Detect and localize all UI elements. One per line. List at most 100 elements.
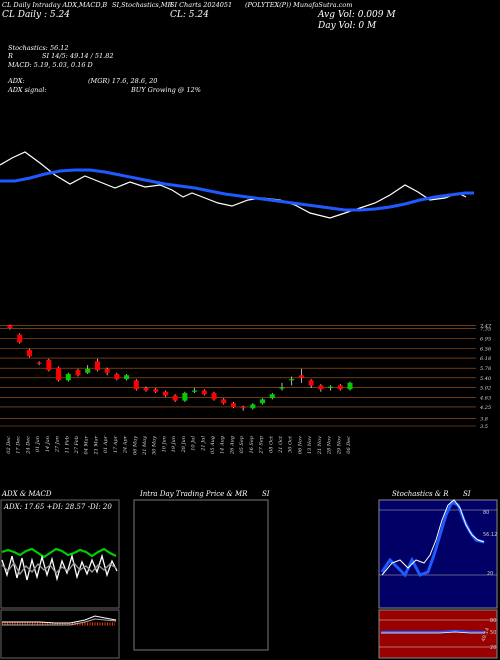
adx-panel-title: ADX & MACD xyxy=(2,490,52,498)
candle-body xyxy=(143,387,149,391)
candle-body xyxy=(94,361,100,371)
price-level-label: 6.18 xyxy=(480,356,491,362)
candle-body xyxy=(85,368,91,373)
candle-body xyxy=(298,375,304,378)
mgr-readout: (MGR) 17.6, 28.6, 20 xyxy=(88,77,158,85)
intraday-panel xyxy=(133,499,269,651)
r-label: R xyxy=(8,52,13,60)
rsi-panel xyxy=(378,609,498,659)
date-label: 30 Oct xyxy=(288,435,294,453)
price-level-label: 7.47 xyxy=(480,323,492,329)
candle-body xyxy=(17,334,23,343)
macd-panel xyxy=(0,609,120,659)
date-label: 16 Sep xyxy=(249,435,255,453)
adx-lines xyxy=(1,547,118,582)
date-label: 27 Feb xyxy=(74,436,80,454)
price-level-label: 5.78 xyxy=(480,366,491,372)
price-line-white xyxy=(0,151,467,219)
stoch-level-56: 56.12 xyxy=(483,532,497,538)
stochastics-panel xyxy=(378,499,498,609)
candle-body xyxy=(279,387,285,389)
candle-body xyxy=(56,367,62,381)
candle-body xyxy=(26,349,32,357)
candle-body xyxy=(337,385,343,390)
candle-body xyxy=(201,390,207,395)
date-label: 01 Apr xyxy=(103,435,109,453)
adx-label: ADX: xyxy=(8,77,25,85)
date-label: 21 Jul xyxy=(200,436,206,452)
candle-body xyxy=(211,393,217,400)
candle-body xyxy=(162,391,168,396)
header-line1-left: CL Daily Intraday ADX,MACD,B xyxy=(2,1,108,9)
date-label: 05 Aug xyxy=(210,436,216,454)
price-level-label: 7.35 xyxy=(480,326,491,332)
price-level-label: 5.40 xyxy=(480,376,492,382)
stoch-d-line xyxy=(381,499,485,576)
adx-values: ADX: 17.65 +DI: 28.57 -DI: 20 xyxy=(3,503,112,511)
header-line1-mid: SI,Stochastics,MR xyxy=(112,1,173,9)
rsi-line-2 xyxy=(381,631,485,634)
candlesticks xyxy=(7,324,353,411)
rsi-line xyxy=(381,629,485,634)
date-label: 08 Oct xyxy=(268,435,274,453)
date-label: 21 May xyxy=(142,436,148,456)
candle-body xyxy=(308,380,314,386)
date-label: 21 Mar xyxy=(93,435,99,455)
candle-body xyxy=(347,382,353,390)
price-grid xyxy=(0,324,476,427)
macd-signal xyxy=(2,618,117,626)
date-label: 21 Oct xyxy=(278,435,284,454)
day-vol: Day Vol: 0 M xyxy=(318,21,377,31)
candle-body xyxy=(289,379,295,381)
date-label: 10 Jul xyxy=(191,436,197,451)
date-label: 06 Nov xyxy=(297,436,303,454)
price-line-blue xyxy=(0,168,474,212)
price-level-label: 4.63 xyxy=(479,395,491,401)
candle-body xyxy=(260,399,266,404)
date-label: 13 Nov xyxy=(307,436,313,454)
candle-body xyxy=(65,374,71,381)
candle-body xyxy=(153,389,159,392)
date-label: 24 Apr xyxy=(123,435,129,454)
candle-body xyxy=(269,394,275,399)
candle-body xyxy=(182,393,188,401)
date-label: 11 Feb xyxy=(64,436,70,453)
candle-body xyxy=(250,404,256,409)
intra-panel-title: Intra Day Trading Price & MR xyxy=(140,490,248,498)
date-label: 17 Dec xyxy=(16,436,22,454)
price-level-label: 5.02 xyxy=(480,385,491,391)
date-label: 02 Dec xyxy=(6,436,12,454)
candle-body xyxy=(133,380,139,390)
stochastics-readout: Stochastics: 56.12 xyxy=(8,44,69,52)
candle-body xyxy=(36,362,42,364)
date-label: 28 Jun xyxy=(181,436,187,453)
date-label: 21 Nov xyxy=(317,436,323,455)
price-level-label: 3.8 xyxy=(480,416,488,422)
date-label: 29 Nov xyxy=(336,436,342,455)
candle-body xyxy=(240,406,246,409)
header-line1-right: (POLYTEX(P)) MunafaSutra.com xyxy=(245,1,353,9)
rsi-level-49: 49.14 xyxy=(481,627,492,643)
price-level-label: 4.25 xyxy=(479,405,491,411)
header-line1-mid2: SI Charts 2024051 xyxy=(170,1,233,9)
header-line2-mid: CL: 5.24 xyxy=(170,10,209,20)
date-label: 01 Jan xyxy=(35,436,41,452)
date-label: 27 Sep xyxy=(259,435,265,454)
candle-body xyxy=(124,375,130,380)
macd-readout: MACD: 5.19, 5.03, 0.16 D xyxy=(8,61,93,69)
header-line2-left: CL Daily : 5.24 xyxy=(2,10,70,20)
candle-body xyxy=(172,395,178,401)
candle-body xyxy=(104,368,110,373)
date-label: 06 May xyxy=(132,436,138,455)
date-label: 04 Mar xyxy=(84,435,90,454)
date-label: 30 May xyxy=(152,436,158,455)
price-level-labels: 7.477.35 6.95 6.56 6.18 5.78 5.40 5.02 4.63 4.25… xyxy=(479,323,492,430)
rsi-level-20: 20 xyxy=(490,645,496,651)
rsi-level-80: 80 xyxy=(490,618,496,624)
date-label: 14 Aug xyxy=(220,436,226,454)
avg-vol: Avg Vol: 0.009 M xyxy=(318,10,396,20)
date-label: 05 Sep xyxy=(239,435,245,453)
adx-panel xyxy=(0,499,120,609)
price-level-label: 6.95 xyxy=(480,336,491,342)
candle-body xyxy=(7,325,13,329)
